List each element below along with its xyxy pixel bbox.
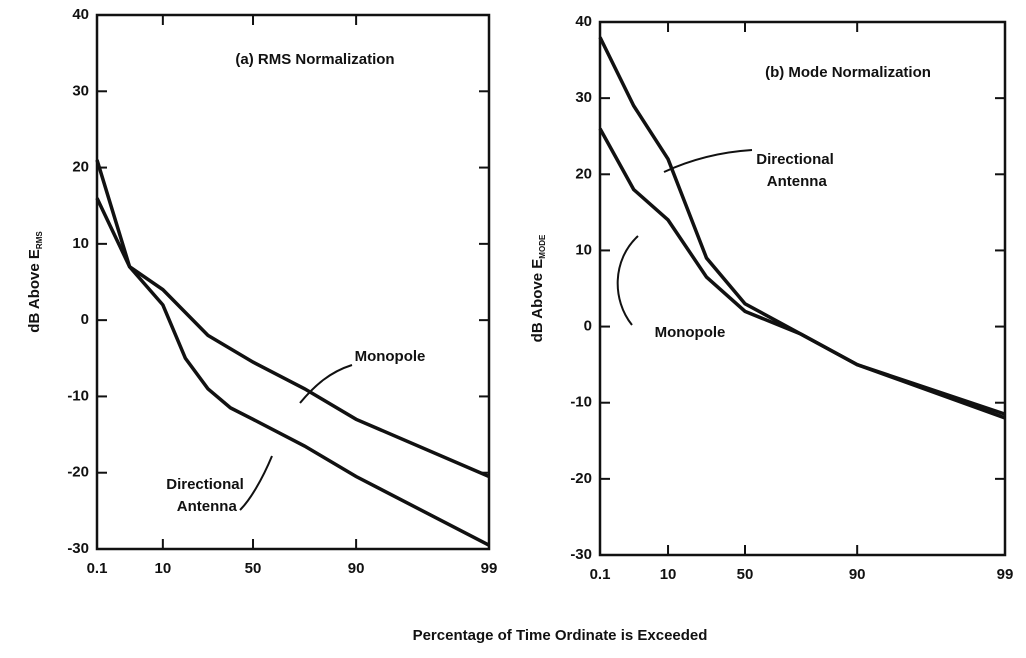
label-arrow [299,364,353,404]
label-arrow [663,149,753,173]
y-tick-label: 20 [575,165,592,182]
series-label-line: Antenna [763,173,827,190]
y-tick-label: -20 [67,464,89,481]
x-tick-label: 50 [245,560,262,577]
panel: -30 -20 -10 0 10 20 30 40 0.1 10 50 90 99 (b) Mode No… [529,13,1013,583]
curve [598,36,1006,420]
x-tick-label: 0.1 [87,560,108,577]
label-arrow [239,455,273,511]
y-tick-label: 10 [72,235,89,252]
curve [95,159,490,547]
y-axis-label-sub: MODE [538,234,547,259]
y-tick-label: -30 [67,540,89,557]
y-tick-label: 0 [81,311,89,328]
panel: -30 -20 -10 0 10 20 30 40 0.1 10 50 90 99 (a) RMS Nor… [26,6,497,577]
plot-frame [95,13,491,551]
y-axis-label-main: dB Above E [26,249,43,333]
series-label-line: Directional [166,476,244,493]
y-axis-label: dB Above ERMS [26,231,44,333]
x-tick-label: 0.1 [590,566,611,583]
x-tick-label: 50 [737,566,754,583]
x-tick-label: 10 [155,560,172,577]
panel-title: (b) Mode Normalization [765,64,931,81]
y-tick-label: 30 [72,82,89,99]
y-axis-label-sub: RMS [35,231,44,249]
x-tick-label: 99 [997,566,1014,583]
y-tick-label: -10 [570,394,592,411]
x-tick-label: 10 [660,566,677,583]
y-tick-label: -30 [570,546,592,563]
y-tick-label: 20 [72,159,89,176]
x-tick-label: 90 [849,566,866,583]
y-tick-label: -10 [67,387,89,404]
curve [95,197,490,479]
x-tick-label: 90 [348,560,365,577]
y-tick-label: -20 [570,470,592,487]
y-tick-label: 0 [584,318,592,335]
plot-frame [598,20,1007,557]
series-label-line: Directional [756,151,834,168]
series-label-line: Antenna [173,498,237,515]
y-tick-label: 40 [575,13,592,30]
series-label: Directional Antenna [166,476,244,515]
y-axis-label: dB Above EMODE [529,234,547,342]
series-label: Directional Antenna [756,151,834,190]
panel-title: (a) RMS Normalization [235,51,394,68]
y-tick-label: 30 [575,89,592,106]
label-arrow [616,235,639,326]
series-label: Monopole [655,324,726,341]
y-tick-label: 40 [72,6,89,23]
x-axis-label: Percentage of Time Ordinate is Exceeded [413,627,708,644]
curve [598,127,1006,416]
series-label: Monopole [355,348,426,365]
x-tick-label: 99 [481,560,498,577]
y-tick-label: 10 [575,241,592,258]
y-axis-label-main: dB Above E [529,259,546,343]
